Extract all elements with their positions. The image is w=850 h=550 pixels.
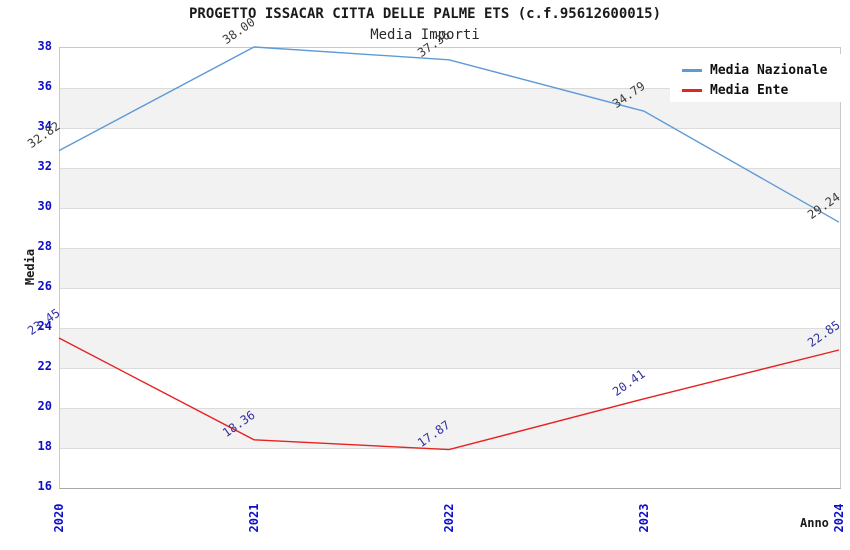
series-line-0 bbox=[58, 46, 840, 223]
y-tick-label: 18 bbox=[37, 439, 52, 453]
series-lines bbox=[58, 46, 840, 451]
series-line-1 bbox=[58, 337, 840, 451]
gridline bbox=[60, 368, 840, 369]
y-tick-label: 34 bbox=[37, 119, 52, 133]
gridline bbox=[60, 408, 840, 409]
gridline bbox=[60, 288, 840, 289]
background-band bbox=[60, 248, 840, 288]
background-band bbox=[60, 168, 840, 208]
background-band bbox=[60, 208, 840, 248]
legend-label-media-ente: Media Ente bbox=[710, 83, 789, 98]
gridline bbox=[60, 448, 840, 449]
background-band bbox=[60, 328, 840, 368]
data-point-label: 23.45 bbox=[24, 305, 63, 338]
legend-entry-media-nazionale: Media Nazionale bbox=[670, 60, 846, 80]
background-band bbox=[60, 448, 840, 488]
y-tick-label: 30 bbox=[37, 199, 52, 213]
gridline bbox=[60, 128, 840, 129]
y-tick-label: 36 bbox=[37, 79, 52, 93]
gridline bbox=[60, 248, 840, 249]
x-tick-label: 2022 bbox=[442, 503, 456, 533]
chart-subtitle: Media Importi bbox=[370, 27, 480, 43]
gridline bbox=[60, 88, 840, 89]
background-band bbox=[60, 368, 840, 408]
background-band bbox=[60, 288, 840, 328]
y-axis-title: Media bbox=[23, 248, 37, 286]
chart-title: PROGETTO ISSACAR CITTA DELLE PALME ETS (… bbox=[188, 6, 661, 22]
x-axis-title: Anno bbox=[800, 516, 829, 530]
y-tick-label: 32 bbox=[37, 159, 52, 173]
legend-swatch-media-ente-icon bbox=[682, 89, 702, 92]
legend-swatch-media-nazionale-icon bbox=[682, 69, 702, 72]
y-tick-label: 22 bbox=[37, 359, 52, 373]
gridline bbox=[60, 168, 840, 169]
legend: Media Nazionale Media Ente bbox=[670, 54, 846, 102]
y-tick-label: 26 bbox=[37, 279, 52, 293]
y-tick-label: 20 bbox=[37, 399, 52, 413]
x-tick-label: 2024 bbox=[832, 503, 846, 533]
x-tick-label: 2023 bbox=[637, 503, 651, 533]
y-tick-label: 24 bbox=[37, 319, 52, 333]
y-tick-label: 28 bbox=[37, 239, 52, 253]
background-band bbox=[60, 408, 840, 448]
y-tick-label: 38 bbox=[37, 39, 52, 53]
y-tick-label: 16 bbox=[37, 479, 52, 493]
legend-label-media-nazionale: Media Nazionale bbox=[710, 63, 828, 78]
legend-entry-media-ente: Media Ente bbox=[670, 80, 846, 100]
x-tick-label: 2021 bbox=[247, 503, 261, 533]
x-tick-label: 2020 bbox=[52, 503, 66, 533]
gridline bbox=[60, 328, 840, 329]
gridline bbox=[60, 208, 840, 209]
